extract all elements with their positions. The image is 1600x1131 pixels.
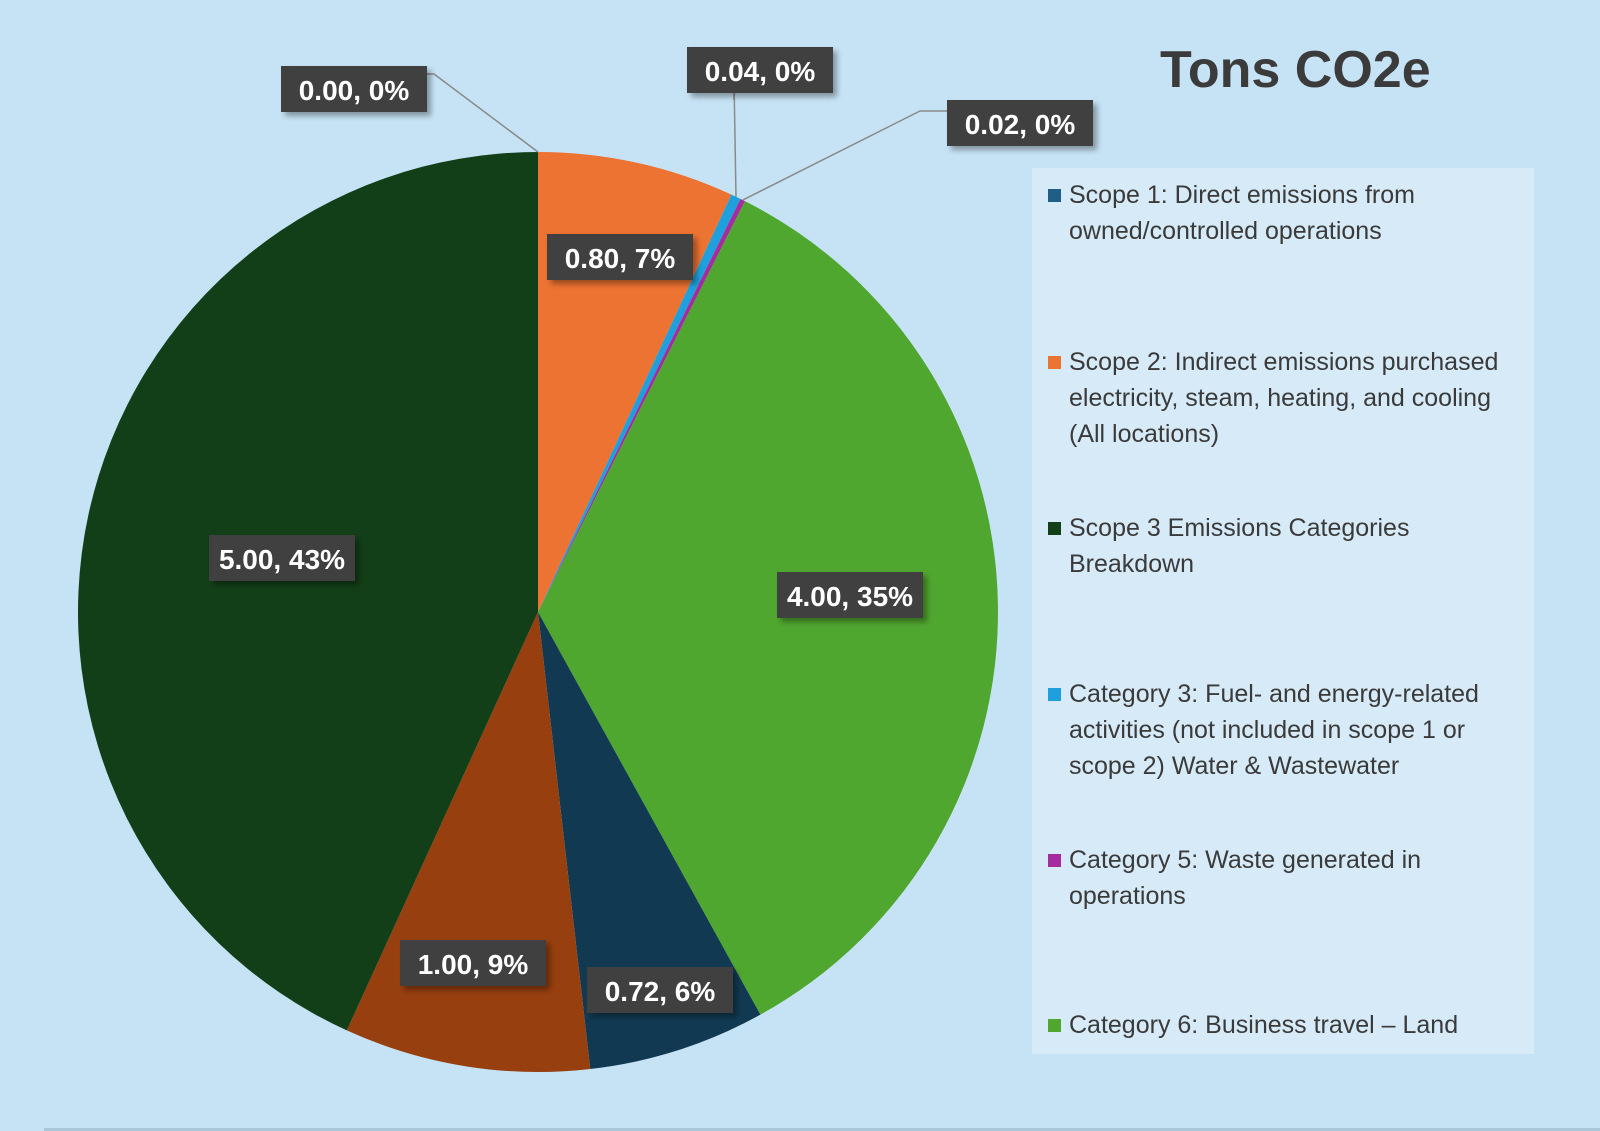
legend-swatch-icon: [1048, 522, 1061, 535]
data-label-text: 0.72, 6%: [605, 976, 716, 1007]
data-label: 0.00, 0%: [281, 66, 427, 112]
data-label-box: [947, 100, 1093, 146]
pie-slice: [538, 194, 741, 612]
legend-swatch-icon: [1048, 1019, 1061, 1032]
legend-swatch-icon: [1048, 854, 1061, 867]
data-label-box: [687, 47, 833, 93]
data-label: 0.04, 0%: [687, 47, 833, 93]
pie-slice: [538, 201, 998, 1015]
legend-item-category-6: Category 6: Business travel – Land: [1048, 1007, 1528, 1043]
data-label-text: 4.00, 35%: [787, 581, 913, 612]
legend-swatch-icon: [1048, 189, 1061, 202]
legend-item-scope-2: Scope 2: Indirect emissions purchased el…: [1048, 344, 1528, 452]
data-label: 0.80, 7%: [547, 234, 693, 280]
data-label: 1.00, 9%: [400, 940, 546, 986]
chart-title: Tons CO2e: [1160, 41, 1431, 99]
pie-slice: [538, 198, 745, 613]
data-label: 4.00, 35%: [777, 572, 923, 618]
pie-slice: [538, 612, 761, 1070]
legend-label: Scope 2: Indirect emissions purchased el…: [1069, 348, 1499, 448]
data-label-text: 5.00, 43%: [219, 544, 345, 575]
legend-label: Scope 1: Direct emissions from owned/con…: [1069, 181, 1415, 245]
legend-item-scope-1: Scope 1: Direct emissions from owned/con…: [1048, 177, 1528, 249]
data-label-text: 0.02, 0%: [965, 109, 1076, 140]
data-label-box: [281, 66, 427, 112]
legend-item-scope-3: Scope 3 Emissions Categories Breakdown: [1048, 510, 1528, 582]
legend-item-category-3: Category 3: Fuel- and energy-related act…: [1048, 676, 1528, 784]
data-label-box: [587, 967, 733, 1013]
legend-swatch-icon: [1048, 356, 1061, 369]
data-label-box: [400, 940, 546, 986]
leader-line: [733, 77, 737, 197]
legend: [1032, 168, 1534, 1054]
legend-label: Category 3: Fuel- and energy-related act…: [1069, 680, 1479, 780]
data-label-text: 1.00, 9%: [418, 949, 529, 980]
legend-swatch-icon: [1048, 688, 1061, 701]
data-label-box: [547, 234, 693, 280]
leader-line: [742, 110, 948, 201]
legend-label: Scope 3 Emissions Categories Breakdown: [1069, 514, 1410, 578]
data-label-box: [209, 535, 355, 581]
legend-label: Category 5: Waste generated in operation…: [1069, 846, 1422, 910]
data-label: 5.00, 43%: [209, 535, 355, 581]
leader-line: [424, 73, 539, 153]
data-label-text: 0.00, 0%: [299, 75, 410, 106]
pie-slice: [78, 152, 538, 1031]
legend-item-category-5: Category 5: Waste generated in operation…: [1048, 842, 1528, 914]
data-label: 0.72, 6%: [587, 967, 733, 1013]
legend-label: Category 6: Business travel – Land: [1069, 1011, 1459, 1039]
data-label: 0.02, 0%: [947, 100, 1093, 146]
data-label-box: [777, 572, 923, 618]
bottom-divider: [44, 1128, 1600, 1131]
data-label-text: 0.80, 7%: [565, 243, 676, 274]
data-label-text: 0.04, 0%: [705, 56, 816, 87]
